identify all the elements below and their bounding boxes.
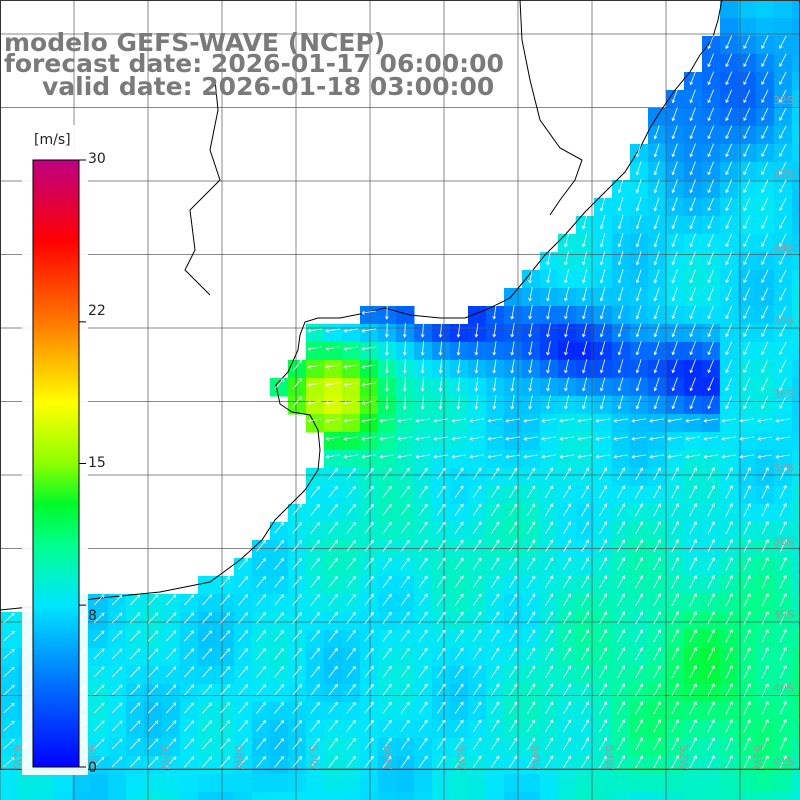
- lon-label: 58W: [233, 745, 246, 770]
- colorbar: [22, 125, 88, 775]
- lon-label: 60W: [85, 745, 98, 770]
- model-title: modelo GEFS-WAVE (NCEP): [4, 28, 386, 57]
- lon-label: 56W: [381, 745, 394, 770]
- valid-date: valid date: 2026-01-18 03:00:00: [42, 72, 495, 101]
- lat-label: 35S: [773, 315, 794, 328]
- colorbar-tick-22: 22: [88, 303, 106, 319]
- lat-label: 32S: [773, 94, 794, 107]
- latitude-labels: 32S 33S 34S 35S 36S 37S 38S 39S 40S 41S: [773, 94, 794, 769]
- lon-label: 57W: [307, 745, 320, 770]
- lon-label: 51W: [751, 745, 764, 770]
- lon-label: 61W: [11, 745, 24, 770]
- colorbar-units: [m/s]: [34, 132, 71, 148]
- lat-label: 34S: [773, 241, 794, 254]
- lon-label: 55W: [455, 745, 468, 770]
- wind-arrows: [3, 35, 790, 769]
- coastline: [0, 0, 723, 611]
- longitude-labels: 61W 60W 59W 58W 57W 56W 55W 54W 53W 52W 51W: [11, 745, 764, 770]
- lat-label: 41S: [773, 756, 794, 769]
- lon-label: 59W: [159, 745, 172, 770]
- lat-label: 37S: [773, 462, 794, 475]
- lat-label: 33S: [773, 168, 794, 181]
- colorbar-gradient: [32, 159, 80, 768]
- lon-label: 52W: [677, 745, 690, 770]
- colorbar-tick-0: 0: [88, 760, 97, 776]
- lon-label: 53W: [603, 745, 616, 770]
- lon-label: 54W: [529, 745, 542, 770]
- colorbar-tick-8: 8: [88, 608, 97, 624]
- lat-label: 38S: [773, 535, 794, 548]
- colorbar-tick-30: 30: [88, 151, 106, 167]
- lat-label: 40S: [773, 682, 794, 695]
- colorbar-tick-15: 15: [88, 455, 106, 471]
- forecast-date: forecast date: 2026-01-17 06:00:00: [4, 49, 504, 78]
- lat-label: 39S: [773, 609, 794, 622]
- lat-label: 36S: [773, 388, 794, 401]
